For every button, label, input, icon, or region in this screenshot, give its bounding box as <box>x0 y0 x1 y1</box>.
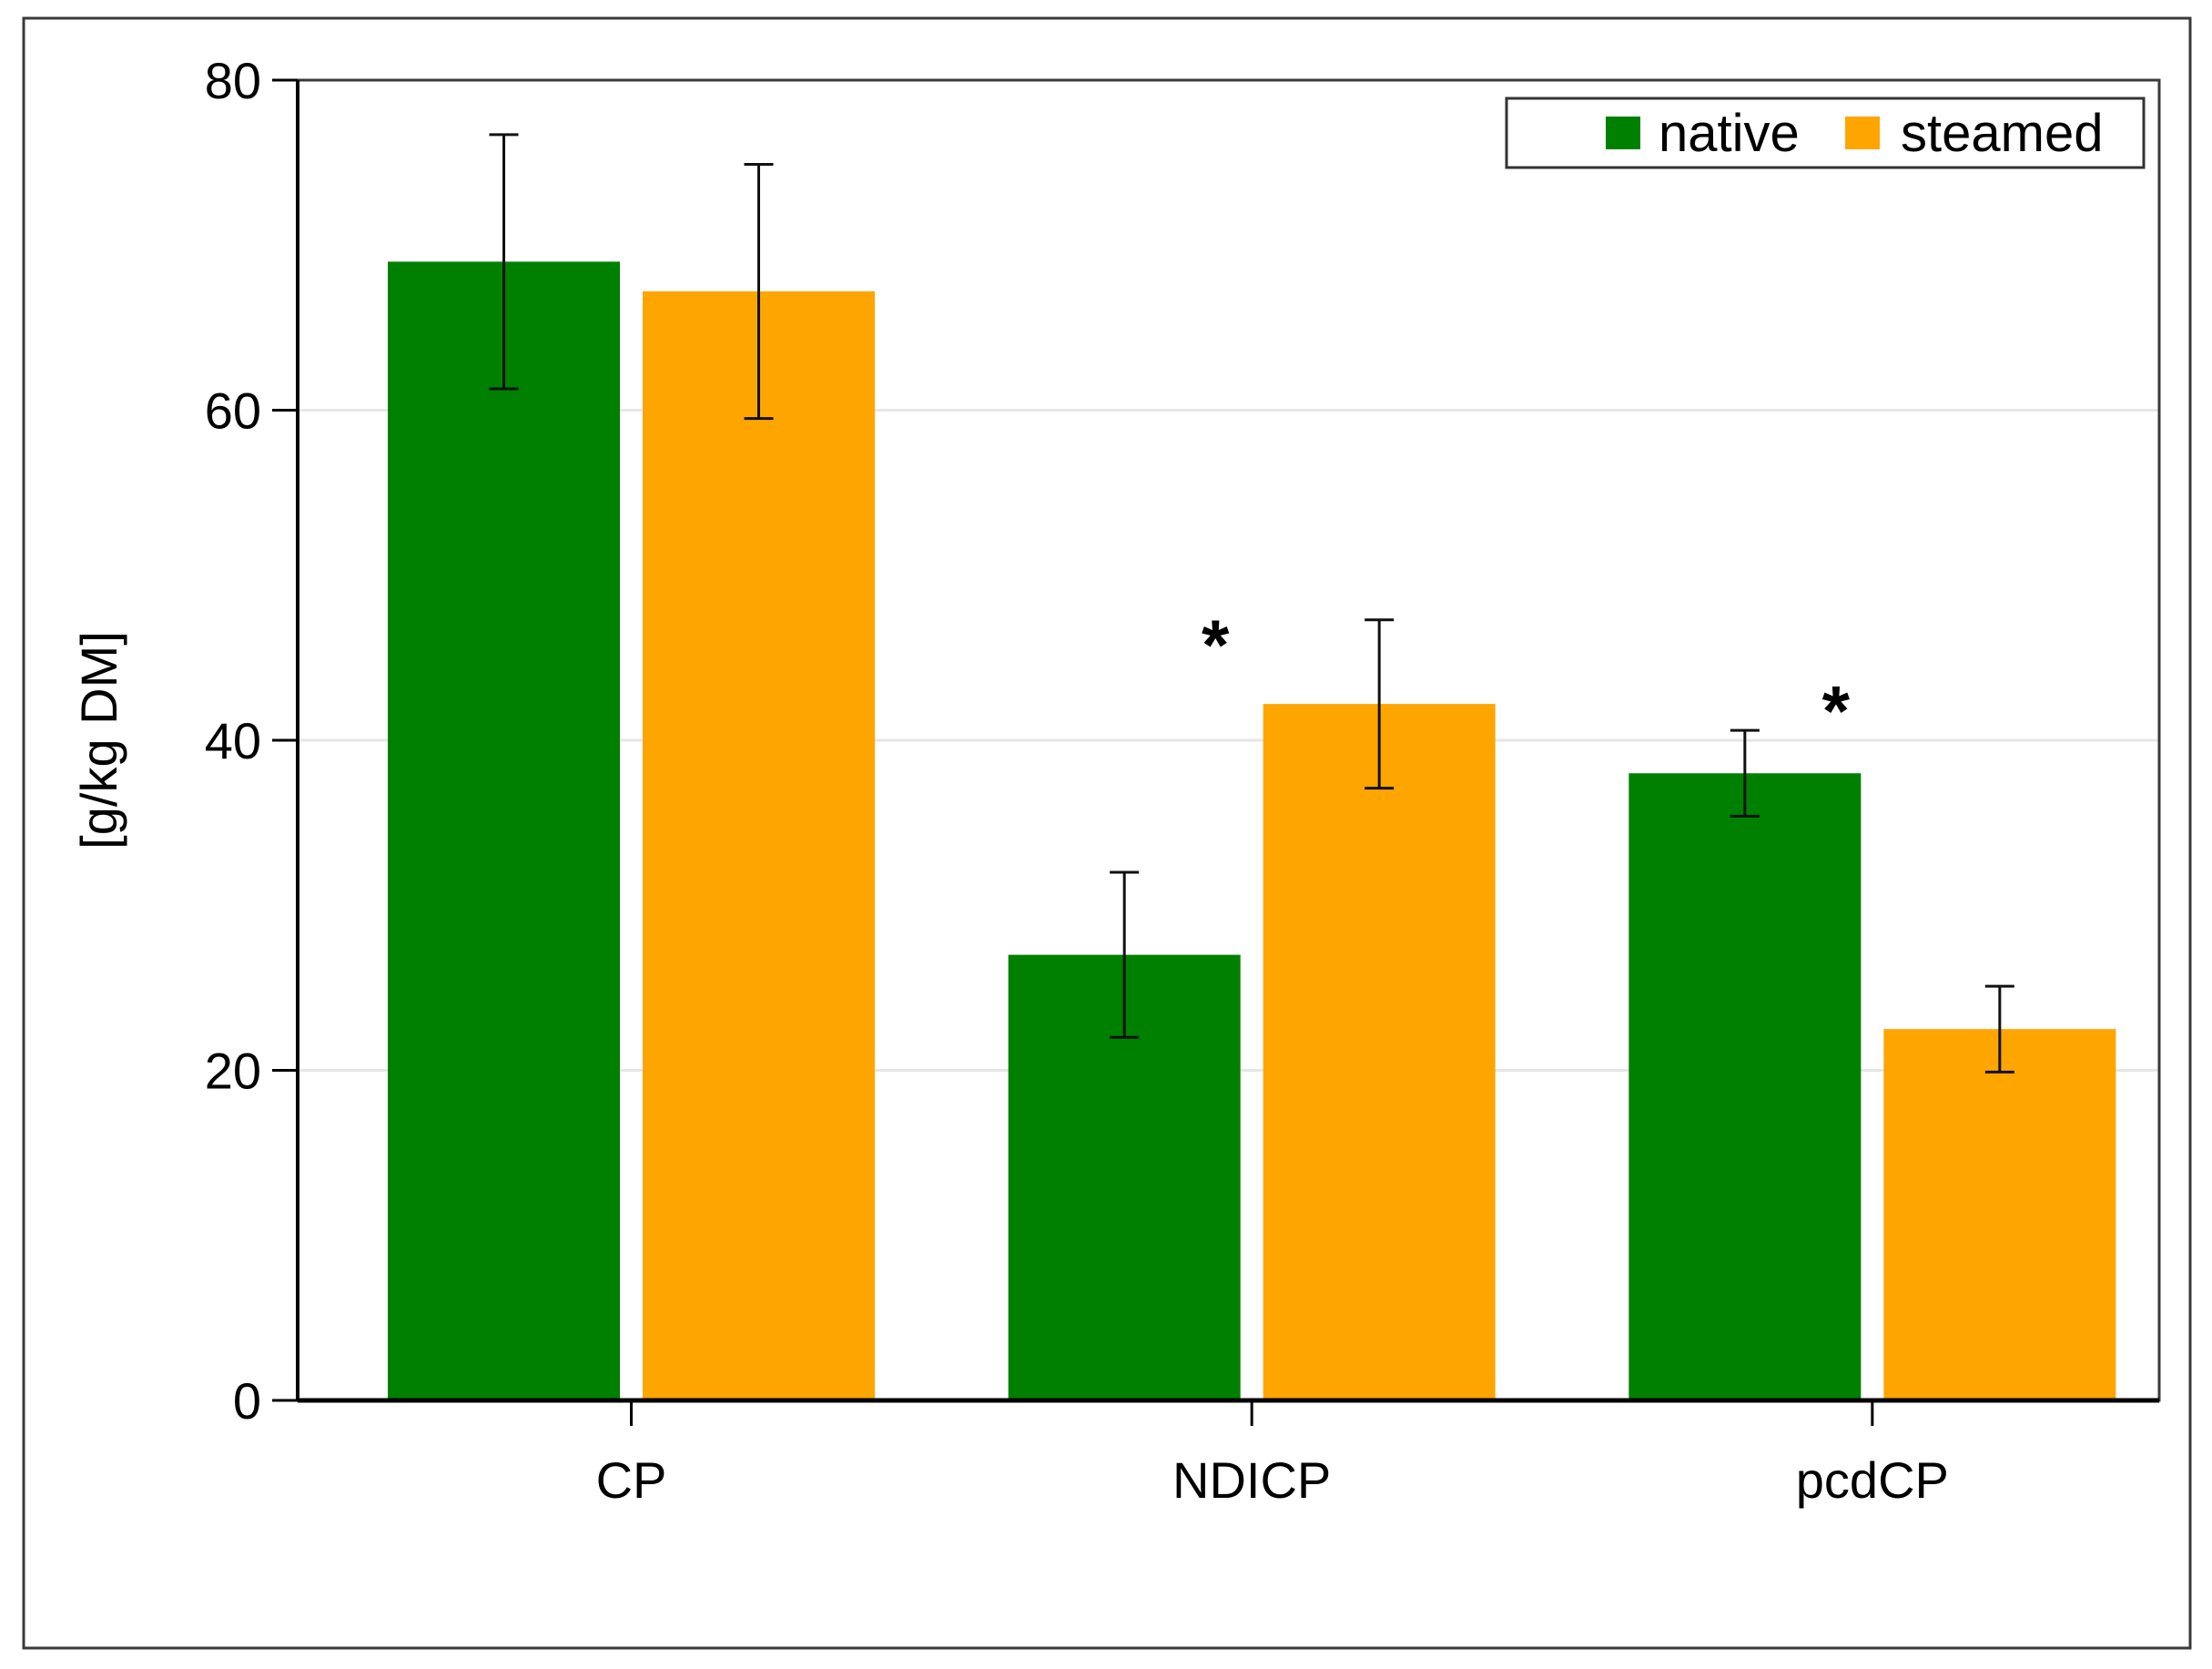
bar-native-pcdCP <box>1629 773 1862 1400</box>
y-tick-label: 60 <box>205 382 261 440</box>
bar-native-CP <box>388 261 620 1400</box>
annotations: ** <box>1202 605 1851 751</box>
y-tick-label: 20 <box>205 1043 261 1100</box>
x-tick-label-pcdCP: pcdCP <box>1796 1451 1949 1509</box>
legend-label-native: native <box>1659 104 1800 163</box>
x-tick-label-CP: CP <box>596 1451 667 1509</box>
significance-marker-pcdCP: * <box>1822 671 1851 751</box>
bar-steamed-CP <box>643 291 875 1400</box>
error-bars <box>489 133 2014 1074</box>
x-ticks: CP NDICP pcdCP <box>596 1400 1949 1509</box>
bar-steamed-pcdCP <box>1883 1029 2116 1400</box>
legend-swatch-native <box>1606 117 1640 149</box>
significance-marker-NDICP: * <box>1202 605 1230 685</box>
bar-steamed-NDICP <box>1263 704 1496 1400</box>
x-tick-label-NDICP: NDICP <box>1172 1451 1331 1509</box>
y-tick-label: 0 <box>233 1372 261 1430</box>
figure-frame <box>22 16 2192 1650</box>
legend-swatch-steamed <box>1845 117 1880 149</box>
legend-label-steamed: steamed <box>1901 104 2103 163</box>
y-tick-label: 80 <box>205 52 261 109</box>
y-tick-label: 40 <box>205 712 261 769</box>
y-ticks: 0 20 40 60 80 <box>205 52 298 1430</box>
legend: native steamed <box>1505 97 2146 169</box>
bars <box>388 261 2116 1400</box>
y-axis-title: [g/kg DM] <box>70 631 127 850</box>
